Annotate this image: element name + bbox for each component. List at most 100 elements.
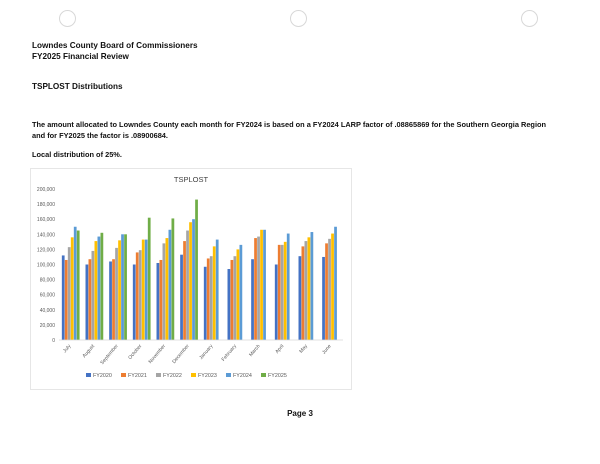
bar-fy2022 bbox=[280, 244, 284, 340]
legend-swatch-fy2021 bbox=[121, 373, 126, 377]
report-title: FY2025 Financial Review bbox=[32, 52, 129, 61]
bar-fy2020 bbox=[203, 266, 207, 340]
punch-hole-center bbox=[290, 10, 307, 27]
bar-fy2025 bbox=[100, 232, 104, 340]
bar-fy2023 bbox=[212, 246, 216, 340]
bar-fy2024 bbox=[239, 244, 243, 340]
y-tick-label: 60,000 bbox=[40, 293, 56, 299]
y-axis: 0 20,000 40,000 60,000 80,000 100,000 120,000 1… bbox=[37, 187, 55, 344]
y-tick-label: 140,000 bbox=[37, 232, 55, 238]
legend-swatch-fy2024 bbox=[226, 373, 231, 377]
bar-fy2020 bbox=[251, 259, 254, 340]
bar-fy2024 bbox=[121, 234, 124, 340]
bar-fy2021 bbox=[254, 238, 257, 340]
bar-fy2023 bbox=[331, 233, 334, 340]
bar-fy2023 bbox=[283, 241, 287, 340]
bar-fy2023 bbox=[165, 238, 169, 340]
section-title: TSPLOST Distributions bbox=[32, 82, 123, 91]
x-tick-label: January bbox=[198, 343, 214, 361]
x-tick-label: November bbox=[148, 343, 168, 365]
y-tick-label: 180,000 bbox=[37, 202, 55, 208]
chart-canvas: TSPLOST 0 20,000 40,000 60,000 80,000 100,000… bbox=[37, 175, 343, 379]
bar-fy2022 bbox=[304, 241, 308, 340]
bar-fy2025 bbox=[147, 217, 151, 340]
bar-fy2020 bbox=[322, 256, 325, 340]
legend-label-fy2025: FY2025 bbox=[268, 373, 287, 379]
x-tick-label: June bbox=[321, 343, 333, 355]
legend-label-fy2021: FY2021 bbox=[128, 373, 147, 379]
bar-fy2024 bbox=[97, 236, 101, 340]
bar-fy2021 bbox=[64, 259, 68, 340]
legend-label-fy2020: FY2020 bbox=[93, 373, 112, 379]
legend-label-fy2022: FY2022 bbox=[163, 373, 182, 379]
bar-series bbox=[61, 199, 337, 340]
bar-fy2020 bbox=[85, 264, 89, 340]
bar-fy2022 bbox=[328, 238, 331, 340]
bar-fy2022 bbox=[138, 250, 142, 340]
bar-fy2021 bbox=[159, 259, 163, 340]
bar-fy2024 bbox=[144, 239, 148, 340]
bar-fy2022 bbox=[162, 243, 166, 340]
bar-fy2020 bbox=[227, 269, 231, 340]
bar-fy2023 bbox=[70, 237, 74, 340]
legend-swatch-fy2022 bbox=[156, 373, 161, 377]
bar-fy2024 bbox=[310, 232, 314, 340]
y-tick-label: 80,000 bbox=[40, 278, 56, 284]
bar-fy2022 bbox=[233, 256, 237, 340]
bar-fy2020 bbox=[180, 254, 183, 340]
x-tick-label: March bbox=[248, 343, 262, 358]
local-distribution-note: Local distribution of 25%. bbox=[32, 150, 122, 159]
chart-title: TSPLOST bbox=[174, 175, 209, 184]
page-number: Page 3 bbox=[287, 409, 313, 418]
bar-fy2022 bbox=[186, 230, 189, 340]
y-tick-label: 200,000 bbox=[37, 187, 55, 193]
bar-fy2022 bbox=[91, 250, 95, 340]
bar-fy2020 bbox=[156, 262, 160, 340]
bar-fy2020 bbox=[109, 261, 112, 340]
x-tick-label: December bbox=[171, 343, 191, 365]
y-tick-label: 40,000 bbox=[40, 308, 56, 314]
x-tick-label: February bbox=[221, 343, 239, 363]
tsplost-chart: TSPLOST 0 20,000 40,000 60,000 80,000 100,000… bbox=[30, 168, 352, 390]
bar-fy2021 bbox=[230, 259, 234, 340]
bar-fy2024 bbox=[168, 229, 172, 340]
bar-fy2020 bbox=[274, 264, 278, 340]
bar-fy2021 bbox=[301, 246, 305, 340]
bar-fy2021 bbox=[183, 241, 186, 340]
bar-fy2024 bbox=[73, 226, 77, 340]
bar-fy2023 bbox=[189, 222, 192, 340]
chart-legend: FY2020 FY2021 FY2022 FY2023 FY2024 FY2025 bbox=[86, 373, 287, 379]
x-tick-label: April bbox=[274, 343, 285, 355]
bar-fy2025 bbox=[124, 234, 127, 340]
y-tick-label: 0 bbox=[52, 338, 55, 344]
bar-fy2023 bbox=[118, 240, 121, 340]
bar-fy2025 bbox=[195, 199, 198, 340]
x-tick-label: October bbox=[127, 343, 143, 361]
x-tick-label: September bbox=[99, 343, 120, 366]
legend-label-fy2023: FY2023 bbox=[198, 373, 217, 379]
punch-hole-left bbox=[59, 10, 76, 27]
bar-fy2023 bbox=[141, 239, 145, 340]
bar-fy2020 bbox=[61, 255, 65, 340]
bar-fy2025 bbox=[76, 230, 80, 340]
x-tick-label: May bbox=[298, 343, 309, 354]
legend-swatch-fy2025 bbox=[261, 373, 266, 377]
bar-fy2022 bbox=[115, 247, 118, 340]
bar-fy2021 bbox=[112, 259, 115, 340]
bar-fy2023 bbox=[94, 241, 98, 340]
bar-fy2021 bbox=[88, 259, 92, 340]
legend-label-fy2024: FY2024 bbox=[233, 373, 252, 379]
bar-fy2024 bbox=[286, 233, 290, 340]
y-tick-label: 100,000 bbox=[37, 263, 55, 269]
legend-swatch-fy2023 bbox=[191, 373, 196, 377]
bar-fy2025 bbox=[171, 218, 175, 340]
legend-swatch-fy2020 bbox=[86, 373, 91, 377]
y-tick-label: 20,000 bbox=[40, 323, 56, 329]
bar-fy2021 bbox=[325, 243, 328, 340]
x-axis: July August September October November Decemb… bbox=[59, 339, 343, 366]
bar-fy2021 bbox=[206, 258, 210, 340]
org-name: Lowndes County Board of Commissioners bbox=[32, 41, 198, 50]
y-tick-label: 120,000 bbox=[37, 247, 55, 253]
bar-fy2022 bbox=[67, 247, 71, 340]
bar-fy2024 bbox=[215, 239, 219, 340]
